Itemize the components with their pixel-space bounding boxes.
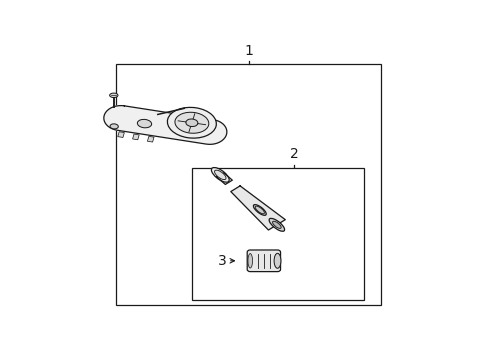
Text: 3: 3 bbox=[217, 254, 226, 268]
Polygon shape bbox=[230, 186, 285, 230]
FancyBboxPatch shape bbox=[247, 250, 280, 271]
Ellipse shape bbox=[167, 107, 216, 138]
Bar bbox=[147, 136, 154, 142]
Bar bbox=[132, 134, 139, 140]
Ellipse shape bbox=[247, 253, 252, 268]
Ellipse shape bbox=[255, 206, 264, 214]
Polygon shape bbox=[216, 173, 232, 184]
Bar bbox=[118, 132, 124, 138]
Polygon shape bbox=[103, 105, 226, 144]
Text: 1: 1 bbox=[244, 44, 253, 58]
Ellipse shape bbox=[109, 93, 118, 98]
Ellipse shape bbox=[185, 119, 198, 126]
Bar bbox=[191, 168, 364, 300]
Ellipse shape bbox=[274, 253, 280, 268]
Ellipse shape bbox=[110, 124, 118, 129]
Ellipse shape bbox=[175, 112, 208, 133]
Text: 2: 2 bbox=[289, 147, 298, 161]
Ellipse shape bbox=[272, 221, 281, 228]
Ellipse shape bbox=[253, 204, 265, 215]
Ellipse shape bbox=[268, 219, 284, 231]
Ellipse shape bbox=[214, 170, 225, 180]
Bar bbox=[116, 64, 381, 305]
Ellipse shape bbox=[211, 167, 229, 182]
Ellipse shape bbox=[137, 120, 151, 128]
